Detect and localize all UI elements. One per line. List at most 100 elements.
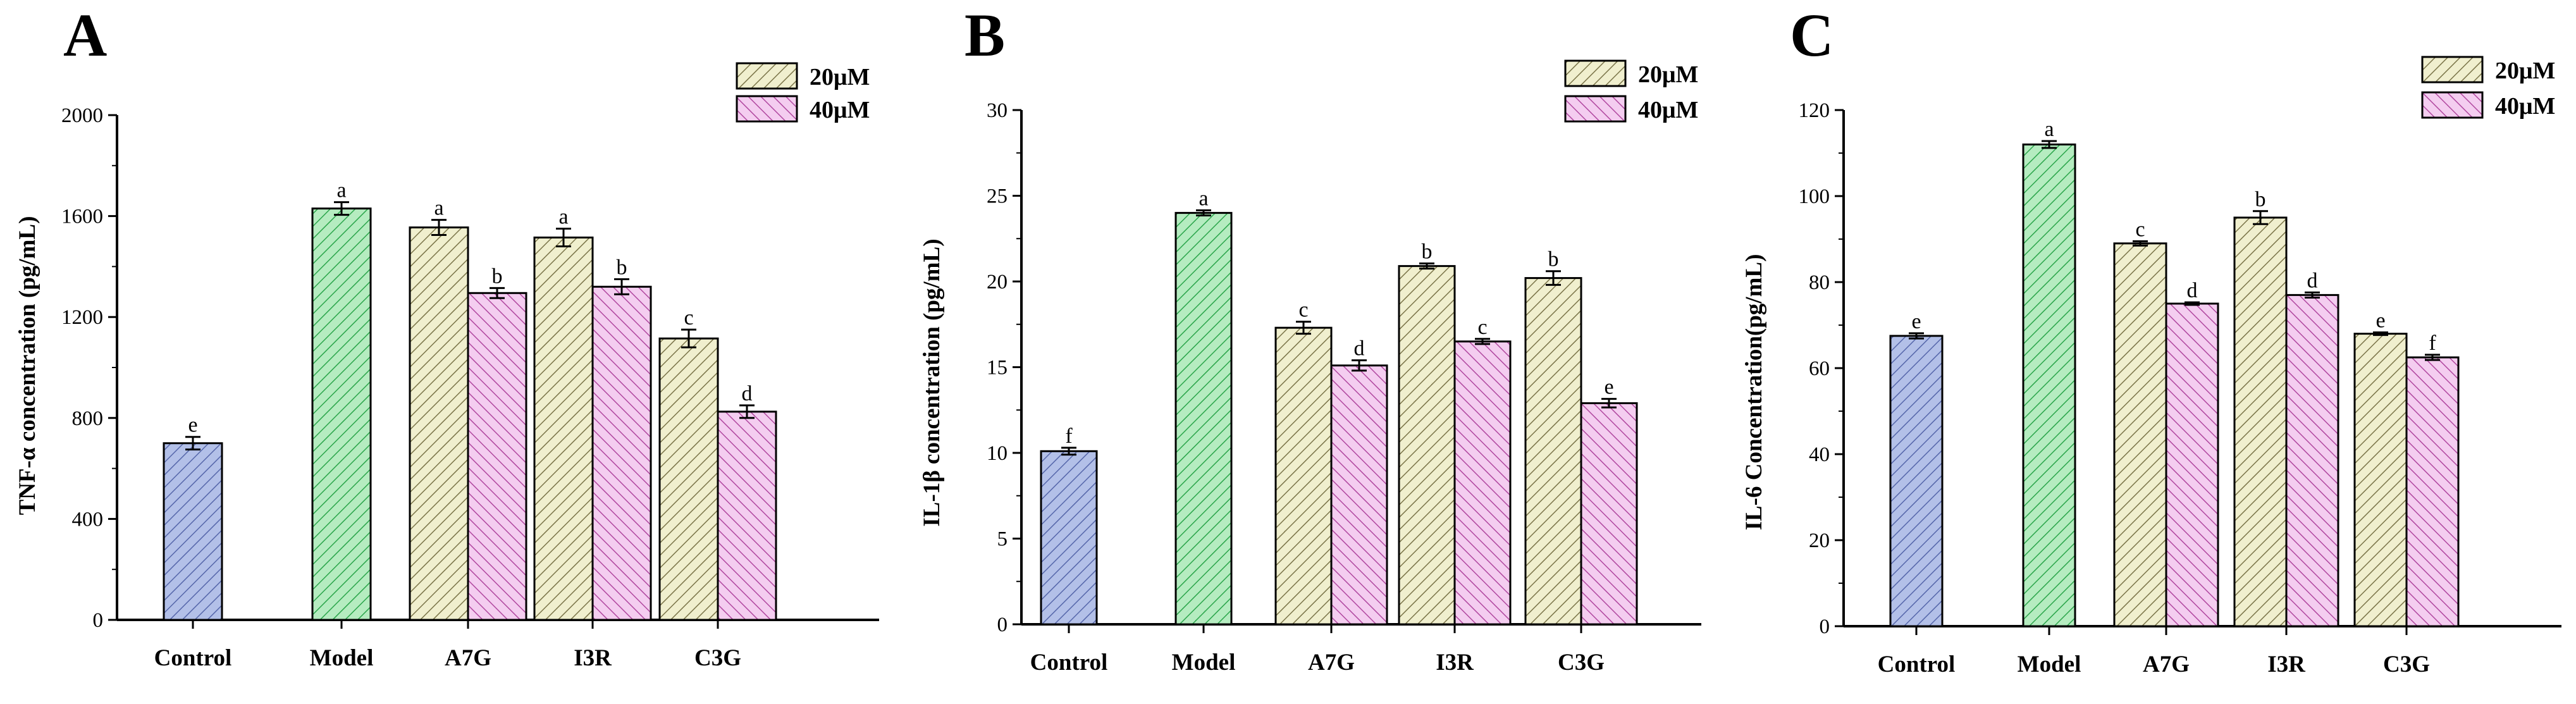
legend-swatch-b-20um — [1564, 59, 1627, 87]
x-category-label-b-control: Control — [1030, 650, 1108, 676]
significance-label-a-a7g-20um: a — [434, 197, 443, 220]
y-tick-label-c: 120 — [1799, 99, 1830, 122]
panel-a: A TNF-α concentration (pg/mL) 20μM 40μM … — [15, 1, 879, 671]
bar-c-c3g-40um — [2405, 356, 2460, 627]
x-category-label-c-a7g: A7G — [2143, 652, 2190, 677]
plot-area-c: 0 20 40 60 80 100 120 Control Model A7G I3R C3G e a c d… — [1799, 99, 2561, 677]
y-tick-label-b: 15 — [987, 357, 1008, 380]
y-tick-label-a: 1200 — [61, 306, 103, 329]
y-tick-label-c: 40 — [1809, 443, 1830, 466]
y-tick-label-c: 100 — [1799, 185, 1830, 208]
legend-swatch-a-40um — [736, 95, 798, 123]
y-axis-title-b: IL-1β concentration (pg/mL) — [919, 238, 945, 526]
x-category-label-b-i3r: I3R — [1436, 650, 1474, 676]
y-tick-label-b: 0 — [997, 614, 1008, 636]
legend-a: 20μM 40μM — [736, 62, 870, 123]
y-tick-label-c: 80 — [1809, 271, 1830, 294]
legend-label-b-20um: 20μM — [1638, 61, 1698, 88]
legend-label-c-20um: 20μM — [2495, 58, 2555, 84]
bar-b-model-model — [1174, 212, 1233, 626]
bar-b-c3g-20um — [1524, 277, 1582, 626]
significance-label-c-i3r-20um: b — [2255, 188, 2266, 211]
bar-b-i3r-20um — [1398, 265, 1456, 626]
plot-area-a: 0 400 800 1200 1600 2000 Control Model A7G I3R C3G… — [61, 104, 879, 671]
y-tick-label-c: 60 — [1809, 357, 1830, 380]
bar-c-control-control — [1889, 335, 1944, 627]
significance-label-b-c3g-40um: e — [1604, 376, 1613, 399]
bar-a-a7g-40um — [467, 292, 527, 621]
significance-label-b-model-model: a — [1199, 187, 1208, 211]
bar-a-i3r-20um — [533, 237, 594, 621]
bar-c-a7g-40um — [2165, 302, 2219, 627]
panel-c: C IL-6 Concentration(pg/mL) 20μM 40μM 0 2… — [1741, 1, 2561, 677]
significance-label-c-control-control: e — [1911, 310, 1921, 333]
significance-label-b-control-control: f — [1065, 424, 1073, 448]
legend-swatch-c-20um — [2421, 56, 2484, 83]
panel-letter-c: C — [1790, 1, 1833, 69]
bar-c-model-model — [2022, 143, 2076, 627]
significance-label-c-model-model: a — [2044, 118, 2054, 141]
significance-label-a-i3r-20um: a — [558, 206, 568, 229]
legend-label-a-20um: 20μM — [810, 64, 870, 90]
panel-letter-a: A — [63, 1, 107, 69]
x-category-label-a-i3r: I3R — [574, 645, 612, 671]
bar-a-c3g-20um — [658, 337, 719, 621]
y-tick-label-a: 0 — [93, 609, 104, 632]
legend-b: 20μM 40μM — [1564, 59, 1698, 123]
legend-swatch-b-40um — [1564, 95, 1627, 123]
legend-swatch-c-40um — [2421, 91, 2484, 119]
x-category-label-c-control: Control — [1878, 652, 1956, 677]
bar-c-i3r-40um — [2285, 293, 2339, 627]
y-axis-title-a: TNF-α concentration (pg/mL) — [15, 216, 40, 516]
panel-b: B IL-1β concentration (pg/mL) 20μM 40μM … — [919, 1, 1701, 676]
x-category-label-c-model: Model — [2018, 652, 2081, 677]
significance-label-b-a7g-40um: d — [1354, 337, 1365, 361]
significance-label-b-c3g-20um: b — [1548, 248, 1559, 271]
x-category-label-b-a7g: A7G — [1308, 650, 1355, 676]
bar-c-c3g-20um — [2353, 333, 2408, 627]
significance-label-c-a7g-20um: c — [2135, 218, 2145, 241]
significance-label-a-c3g-40um: d — [742, 382, 753, 405]
x-category-label-b-model: Model — [1172, 650, 1236, 676]
significance-label-b-i3r-20um: b — [1422, 240, 1433, 264]
significance-label-c-c3g-40um: f — [2429, 331, 2436, 355]
y-tick-label-a: 400 — [72, 508, 104, 531]
legend-swatch-a-20um — [736, 62, 798, 90]
significance-label-a-control-control: e — [188, 414, 197, 437]
x-category-label-c-c3g: C3G — [2383, 652, 2430, 677]
y-tick-label-c: 0 — [1820, 615, 1830, 638]
bar-b-a7g-40um — [1330, 364, 1388, 626]
y-tick-label-b: 25 — [987, 185, 1008, 208]
x-category-label-b-c3g: C3G — [1558, 650, 1605, 676]
bar-b-control-control — [1040, 450, 1098, 626]
significance-label-a-i3r-40um: b — [617, 256, 627, 279]
bar-a-i3r-40um — [591, 285, 652, 621]
bar-b-c3g-40um — [1580, 402, 1638, 626]
x-category-label-a-model: Model — [310, 645, 374, 671]
panel-letter-b: B — [964, 1, 1005, 69]
bar-b-a7g-20um — [1274, 326, 1333, 626]
significance-label-c-c3g-20um: e — [2376, 309, 2385, 333]
plot-area-b: 0 5 10 15 20 25 30 Control Model A7G I3R C3G f a c d b c b… — [987, 99, 1701, 676]
significance-label-c-a7g-40um: d — [2187, 279, 2198, 302]
x-category-label-c-i3r: I3R — [2267, 652, 2306, 677]
significance-label-a-c3g-20um: c — [684, 306, 693, 330]
legend-c: 20μM 40μM — [2421, 56, 2555, 120]
bar-a-a7g-20um — [409, 226, 469, 621]
bar-a-c3g-40um — [717, 411, 777, 621]
bar-c-i3r-20um — [2233, 216, 2288, 627]
legend-label-b-40um: 40μM — [1638, 97, 1698, 123]
y-tick-label-a: 800 — [72, 407, 104, 430]
bar-b-i3r-40um — [1453, 340, 1512, 626]
significance-label-a-model-model: a — [336, 179, 346, 202]
significance-label-a-a7g-40um: b — [492, 264, 503, 288]
y-tick-label-a: 2000 — [61, 104, 103, 127]
y-tick-label-b: 10 — [987, 442, 1008, 465]
significance-label-b-a7g-20um: c — [1298, 299, 1308, 322]
significance-label-b-i3r-40um: c — [1477, 316, 1487, 339]
bar-a-model-model — [311, 207, 372, 621]
y-tick-label-c: 20 — [1809, 529, 1830, 552]
y-tick-label-b: 5 — [997, 528, 1008, 551]
x-category-label-a-c3g: C3G — [694, 645, 741, 671]
y-axis-title-c: IL-6 Concentration(pg/mL) — [1741, 254, 1767, 531]
